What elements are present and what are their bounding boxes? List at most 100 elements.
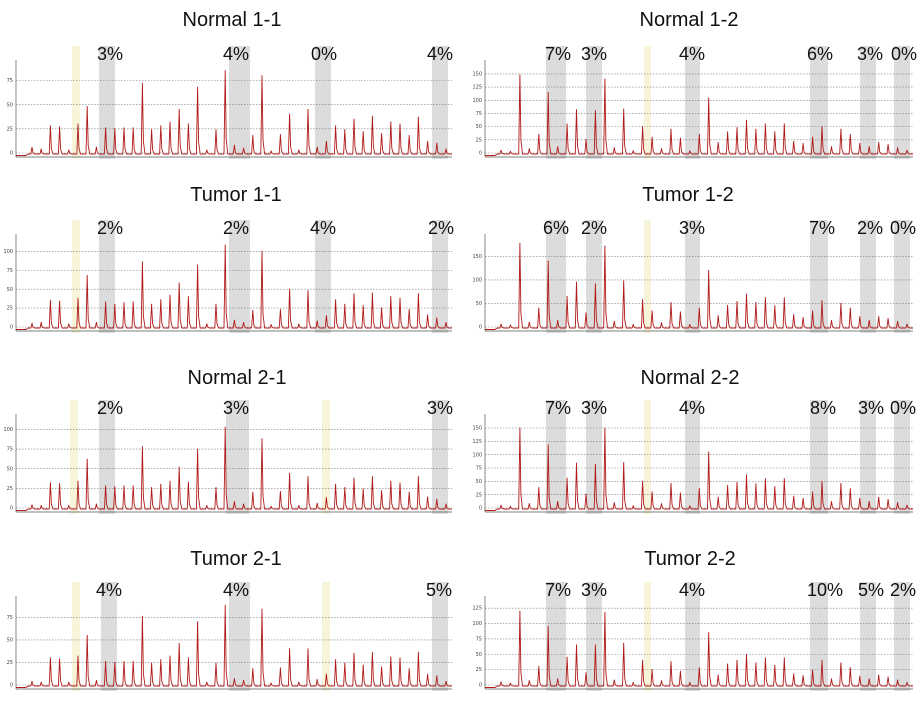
highlight-band <box>586 220 602 333</box>
peak-point <box>417 476 419 478</box>
y-tick-label: 75 <box>476 466 482 472</box>
signal-trace <box>16 426 452 511</box>
peak-point <box>623 642 625 644</box>
peak-point <box>538 307 540 309</box>
y-tick-label: 50 <box>7 466 13 472</box>
peak-point <box>746 474 747 476</box>
peak-point <box>746 293 747 295</box>
peak-point <box>906 149 908 151</box>
peak-point <box>215 487 217 489</box>
peak-point <box>77 480 79 482</box>
y-tick-label: 0 <box>10 506 13 512</box>
highlight-band <box>99 220 115 333</box>
peak-point <box>736 659 738 661</box>
highlight-band <box>432 220 448 333</box>
peak-point <box>878 142 880 143</box>
y-tick-label: 0 <box>479 151 482 157</box>
peak-point <box>114 661 116 663</box>
peak-point <box>362 488 364 490</box>
highlight-band <box>315 46 331 159</box>
y-tick-label: 150 <box>472 72 482 78</box>
highlight-band <box>685 220 700 333</box>
peak-point <box>698 667 700 669</box>
peak-point <box>40 322 42 323</box>
peak-point <box>670 483 672 484</box>
peak-point <box>557 319 559 321</box>
peak-point <box>178 109 180 110</box>
highlight-band-yellow <box>644 46 651 159</box>
peak-point <box>670 302 672 303</box>
percentage-label: 3% <box>679 218 705 238</box>
peak-point <box>169 294 171 296</box>
peak-point <box>68 149 70 151</box>
peak-point <box>279 309 281 311</box>
peak-point <box>390 296 392 298</box>
peak-point <box>708 97 710 99</box>
peak-point <box>132 661 134 662</box>
peak-point <box>538 487 540 489</box>
peak-point <box>585 139 587 141</box>
highlight-band <box>810 46 828 159</box>
peak-point <box>178 466 180 468</box>
peak-point <box>371 292 373 294</box>
peak-point <box>381 133 383 135</box>
peak-point <box>670 661 672 663</box>
peak-point <box>252 491 254 493</box>
highlight-band <box>99 46 115 159</box>
peak-point <box>325 315 327 317</box>
peak-point <box>141 261 143 263</box>
highlight-band <box>101 582 117 691</box>
y-tick-label: 75 <box>7 78 13 84</box>
y-tick-label: 0 <box>10 325 13 331</box>
percentage-label: 3% <box>581 398 607 418</box>
percentage-label: 3% <box>581 580 607 600</box>
peak-point <box>49 125 51 127</box>
signal-trace <box>485 74 913 156</box>
peak-point <box>233 678 235 680</box>
highlight-band <box>226 400 249 514</box>
peak-point <box>224 244 226 246</box>
peak-point <box>270 324 272 326</box>
peak-point <box>661 322 662 324</box>
y-tick-label: 75 <box>7 615 13 621</box>
peak-point <box>632 150 634 152</box>
peak-point <box>831 501 832 503</box>
peak-point <box>252 135 254 137</box>
peak-point <box>289 648 291 650</box>
peak-point <box>868 146 870 148</box>
percentage-label: 7% <box>545 580 571 600</box>
peak-point <box>500 681 502 683</box>
peak-point <box>417 293 419 295</box>
peak-point <box>679 671 681 672</box>
peak-point <box>40 681 42 683</box>
peak-point <box>849 488 851 490</box>
peak-point <box>519 610 521 612</box>
peak-point <box>197 264 199 266</box>
peak-point <box>408 668 410 670</box>
highlight-band <box>546 400 566 514</box>
y-tick-label: 75 <box>7 447 13 453</box>
percentage-label: 2% <box>223 218 249 238</box>
peak-point <box>613 679 615 681</box>
peak-point <box>353 477 355 479</box>
signal-trace <box>16 244 452 330</box>
peak-point <box>344 303 346 305</box>
peak-point <box>679 137 681 139</box>
peak-point <box>613 147 615 149</box>
peak-point <box>897 679 899 681</box>
peak-point <box>233 144 235 146</box>
peak-point <box>399 482 401 484</box>
peak-point <box>160 659 162 661</box>
peak-point <box>289 113 291 115</box>
peak-point <box>197 621 199 623</box>
peak-point <box>500 504 502 506</box>
peak-point <box>897 502 899 504</box>
peak-point <box>632 682 634 683</box>
peak-point <box>335 125 337 127</box>
highlight-band <box>315 220 331 333</box>
peak-point <box>261 438 263 440</box>
panel-6: 0 25 50 75 100 125 150 Normal 2-2 7% 3% 4% 8% 3% 0% <box>472 367 916 514</box>
peak-point <box>298 681 300 683</box>
peak-point <box>390 656 392 658</box>
